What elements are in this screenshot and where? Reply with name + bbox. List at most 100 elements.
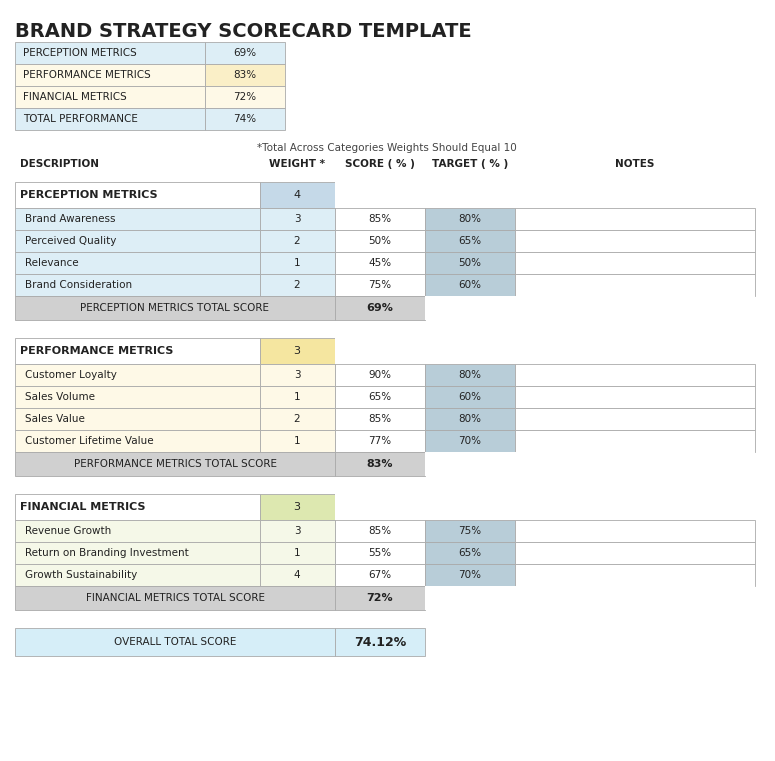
Bar: [260, 494, 335, 520]
Text: 90%: 90%: [368, 370, 391, 380]
Text: WEIGHT *: WEIGHT *: [269, 159, 325, 169]
Bar: [260, 182, 335, 208]
Text: FINANCIAL METRICS: FINANCIAL METRICS: [20, 502, 146, 512]
Text: 75%: 75%: [459, 526, 481, 536]
Bar: [515, 182, 755, 208]
Text: PERFORMANCE METRICS: PERFORMANCE METRICS: [23, 70, 151, 80]
Bar: [335, 182, 425, 208]
Bar: [515, 564, 755, 586]
Text: 80%: 80%: [459, 370, 481, 380]
Bar: [15, 86, 205, 108]
Bar: [515, 586, 755, 610]
Text: OVERALL TOTAL SCORE: OVERALL TOTAL SCORE: [114, 637, 236, 647]
Bar: [205, 64, 285, 86]
Text: 60%: 60%: [459, 280, 481, 290]
Text: 77%: 77%: [368, 436, 391, 446]
Text: TOTAL PERFORMANCE: TOTAL PERFORMANCE: [23, 114, 138, 124]
Bar: [425, 430, 515, 452]
Text: 3: 3: [294, 346, 301, 356]
Bar: [335, 364, 425, 386]
Text: PERCEPTION METRICS TOTAL SCORE: PERCEPTION METRICS TOTAL SCORE: [81, 303, 270, 313]
Bar: [15, 274, 260, 296]
Text: Relevance: Relevance: [25, 258, 78, 268]
Bar: [425, 208, 515, 230]
Bar: [335, 208, 425, 230]
Text: 67%: 67%: [368, 570, 391, 580]
Text: 2: 2: [294, 236, 301, 246]
Text: 50%: 50%: [459, 258, 481, 268]
Bar: [15, 452, 335, 476]
Bar: [335, 252, 425, 274]
Bar: [260, 230, 335, 252]
Bar: [260, 338, 335, 364]
Text: 45%: 45%: [368, 258, 391, 268]
Text: FINANCIAL METRICS: FINANCIAL METRICS: [23, 92, 127, 102]
Text: Perceived Quality: Perceived Quality: [25, 236, 116, 246]
Text: NOTES: NOTES: [615, 159, 655, 169]
Text: 83%: 83%: [367, 459, 393, 469]
Bar: [205, 86, 285, 108]
Text: 55%: 55%: [368, 548, 391, 558]
Text: Sales Volume: Sales Volume: [25, 392, 95, 402]
Bar: [260, 564, 335, 586]
Bar: [260, 542, 335, 564]
Bar: [425, 364, 515, 386]
Bar: [15, 42, 205, 64]
Text: TARGET ( % ): TARGET ( % ): [432, 159, 508, 169]
Bar: [15, 182, 260, 208]
Bar: [425, 386, 515, 408]
Bar: [260, 274, 335, 296]
Bar: [335, 520, 425, 542]
Text: Revenue Growth: Revenue Growth: [25, 526, 112, 536]
Bar: [15, 64, 205, 86]
Text: 85%: 85%: [368, 214, 391, 224]
Bar: [425, 338, 515, 364]
Bar: [15, 364, 260, 386]
Text: 1: 1: [294, 258, 301, 268]
Bar: [15, 586, 335, 610]
Text: 72%: 72%: [233, 92, 257, 102]
Text: 80%: 80%: [459, 214, 481, 224]
Bar: [205, 42, 285, 64]
Bar: [515, 408, 755, 430]
Text: 50%: 50%: [368, 236, 391, 246]
Text: BRAND STRATEGY SCORECARD TEMPLATE: BRAND STRATEGY SCORECARD TEMPLATE: [15, 22, 472, 41]
Text: 1: 1: [294, 436, 301, 446]
Text: Return on Branding Investment: Return on Branding Investment: [25, 548, 189, 558]
Bar: [335, 274, 425, 296]
Bar: [15, 494, 260, 520]
Text: Customer Lifetime Value: Customer Lifetime Value: [25, 436, 153, 446]
Text: PERFORMANCE METRICS TOTAL SCORE: PERFORMANCE METRICS TOTAL SCORE: [74, 459, 277, 469]
Text: 69%: 69%: [233, 48, 257, 58]
Bar: [335, 628, 425, 656]
Bar: [515, 542, 755, 564]
Bar: [15, 208, 260, 230]
Text: *Total Across Categories Weights Should Equal 10: *Total Across Categories Weights Should …: [257, 143, 517, 153]
Text: 4: 4: [294, 570, 301, 580]
Text: 65%: 65%: [459, 548, 481, 558]
Text: Sales Value: Sales Value: [25, 414, 85, 424]
Bar: [425, 520, 515, 542]
Text: 65%: 65%: [368, 392, 391, 402]
Text: 4: 4: [294, 190, 301, 200]
Text: 3: 3: [294, 526, 301, 536]
Text: 83%: 83%: [233, 70, 257, 80]
Bar: [515, 452, 755, 476]
Bar: [335, 586, 425, 610]
Text: 60%: 60%: [459, 392, 481, 402]
Text: 3: 3: [294, 502, 301, 512]
Bar: [15, 386, 260, 408]
Text: 1: 1: [294, 548, 301, 558]
Bar: [15, 520, 260, 542]
Bar: [260, 520, 335, 542]
Bar: [515, 364, 755, 386]
Bar: [15, 542, 260, 564]
Bar: [425, 252, 515, 274]
Text: PERFORMANCE METRICS: PERFORMANCE METRICS: [20, 346, 174, 356]
Bar: [515, 252, 755, 274]
Text: Growth Sustainability: Growth Sustainability: [25, 570, 137, 580]
Bar: [260, 364, 335, 386]
Bar: [515, 296, 755, 320]
Text: 2: 2: [294, 414, 301, 424]
Bar: [515, 274, 755, 296]
